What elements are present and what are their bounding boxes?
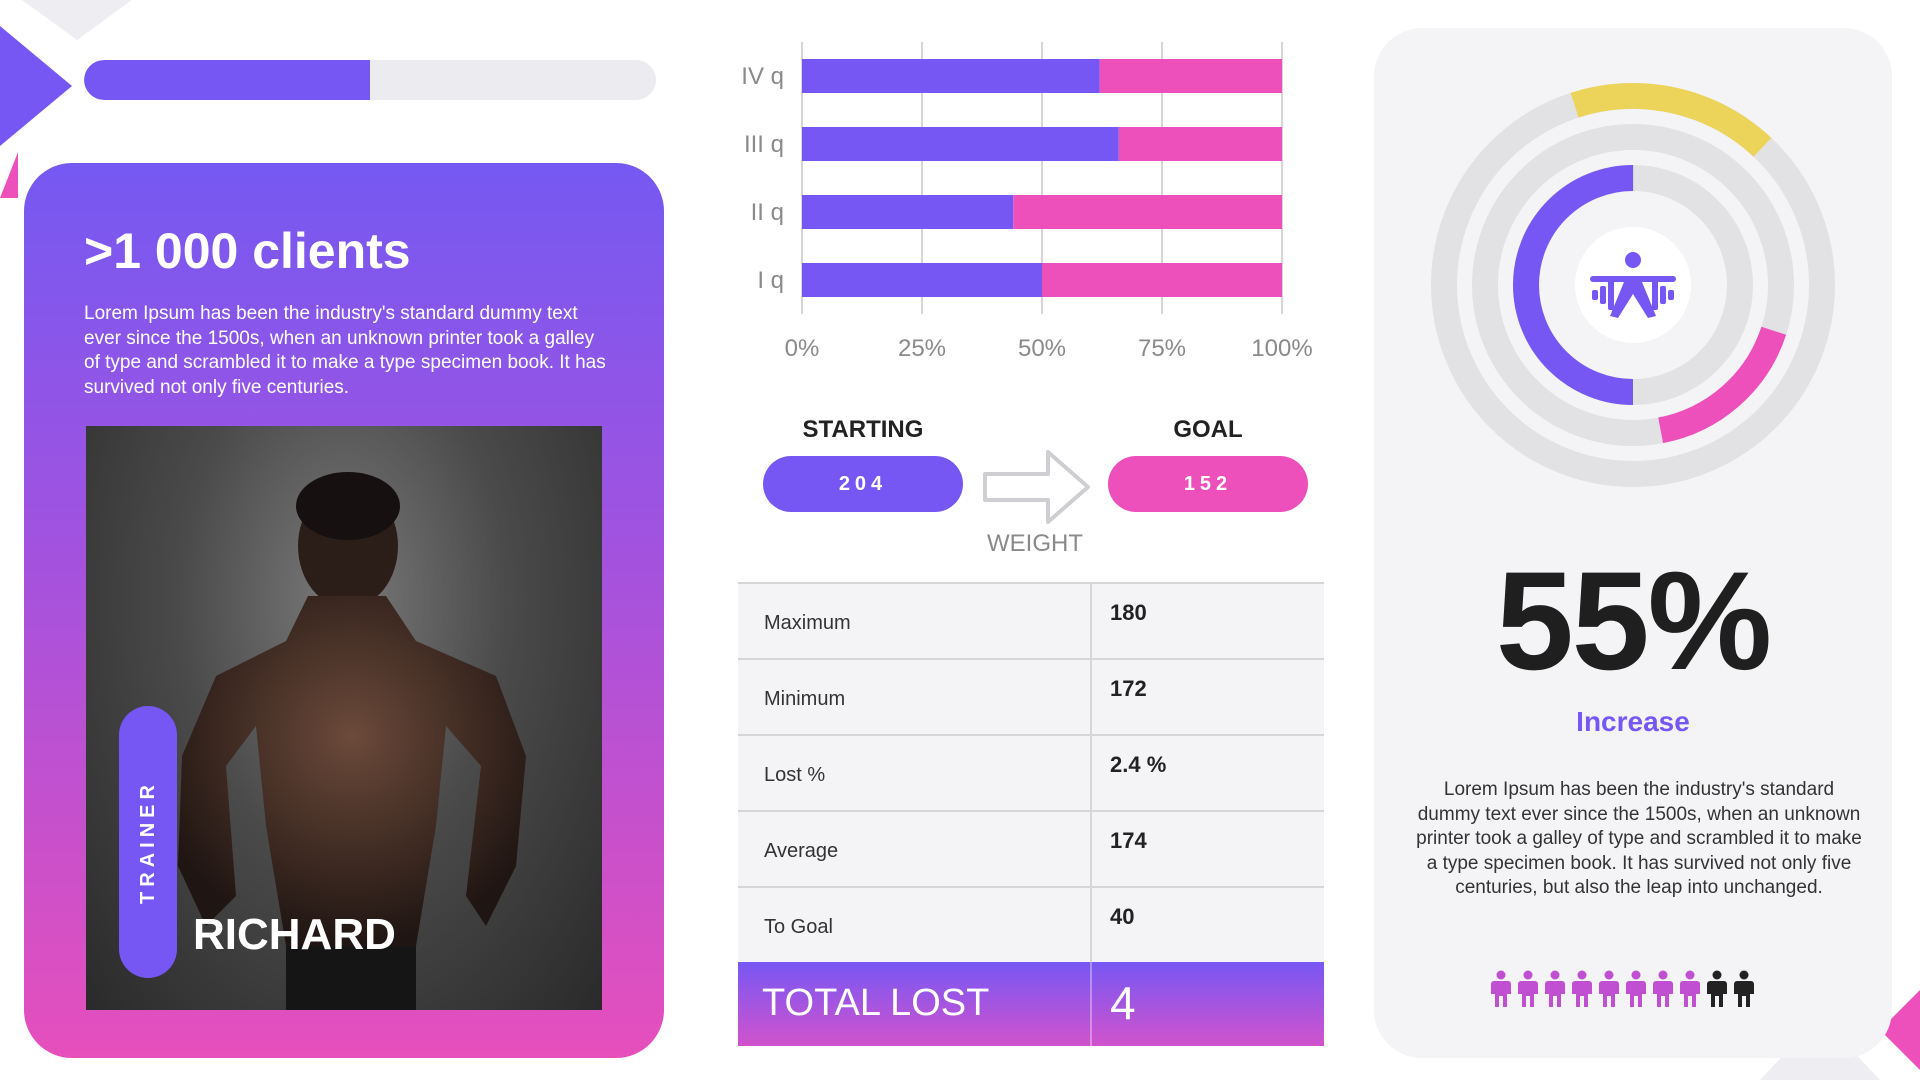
ring-arc-outer — [1431, 82, 1835, 487]
corner-triangle-purple — [0, 26, 72, 146]
row-label: Lost % — [764, 764, 826, 786]
row-label: Maximum — [764, 612, 851, 634]
increase-description: Lorem Ipsum has been the industry's stan… — [1416, 779, 1862, 898]
chart-x-tick-labels: 0% 25% 50% 75% 100% — [785, 335, 1313, 362]
trainer-label: TRAINER — [137, 780, 159, 904]
concentric-ring-chart — [1431, 82, 1835, 487]
goal-label: GOAL — [1173, 416, 1243, 443]
weightlifter-icon — [1590, 252, 1676, 318]
person-icon — [1679, 970, 1701, 1008]
table-row: Average 174 — [738, 810, 1324, 888]
starting-weight-pill: 204 — [763, 456, 963, 512]
weight-label: WEIGHT — [987, 530, 1083, 557]
progress-bar-fill — [84, 60, 370, 100]
y-tick-label: IV q — [741, 63, 784, 90]
table-row: Maximum 180 — [738, 582, 1324, 660]
y-tick-label: II q — [751, 199, 784, 226]
x-tick-label: 50% — [1018, 335, 1066, 362]
trainer-silhouette — [178, 472, 526, 1010]
person-icon — [1706, 970, 1728, 1008]
ring-arc-middle — [1472, 124, 1794, 446]
increase-caption: Increase — [1576, 706, 1690, 737]
person-icon — [1598, 970, 1620, 1008]
chart-bars — [802, 59, 1282, 297]
arrow-right-icon — [983, 450, 1090, 524]
bar-segment — [802, 263, 1042, 297]
table-row: Lost % 2.4 % — [738, 734, 1324, 812]
people-pictogram — [1490, 970, 1760, 1010]
total-lost-row: TOTAL LOST 4 — [738, 962, 1324, 1046]
person-icon — [1625, 970, 1647, 1008]
row-label: Average — [764, 840, 839, 862]
increase-percent: 55% — [1495, 542, 1772, 699]
bar-segment — [802, 195, 1014, 229]
ring-track-middle — [1472, 124, 1794, 446]
bar-segment — [802, 127, 1119, 161]
person-icon — [1652, 970, 1674, 1008]
bar-segment — [1042, 263, 1282, 297]
row-value: 172 — [1110, 676, 1147, 701]
table-row: Minimum 172 — [738, 658, 1324, 736]
table-row: To Goal 40 — [738, 886, 1324, 964]
row-value: 40 — [1110, 904, 1135, 929]
y-tick-label: I q — [757, 267, 784, 294]
person-icon — [1544, 970, 1566, 1008]
starting-label: STARTING — [802, 416, 924, 443]
x-tick-label: 75% — [1138, 335, 1186, 362]
row-label: Minimum — [764, 688, 846, 710]
total-lost-value: 4 — [1110, 977, 1136, 1029]
bar-segment — [1118, 127, 1282, 161]
y-tick-label: III q — [744, 131, 784, 158]
clients-description: Lorem Ipsum has been the industry's stan… — [84, 303, 606, 398]
trainer-badge: TRAINER — [119, 706, 177, 978]
row-label: To Goal — [764, 916, 833, 938]
person-icon — [1490, 970, 1512, 1008]
chart-y-tick-labels: IV q III q II q I q — [741, 63, 784, 294]
total-lost-label: TOTAL LOST — [762, 982, 990, 1024]
person-icon — [1571, 970, 1593, 1008]
corner-triangle-pink-left — [0, 152, 18, 198]
x-tick-label: 0% — [785, 335, 820, 362]
progress-bar — [84, 60, 656, 100]
bar-segment — [1099, 59, 1282, 93]
ring-arc-inner — [1513, 165, 1753, 405]
row-value: 2.4 % — [1110, 752, 1167, 777]
clients-title: >1 000 clients — [84, 223, 411, 279]
trainer-name: RICHARD — [193, 910, 396, 959]
bar-segment — [1013, 195, 1282, 229]
row-value: 180 — [1110, 600, 1147, 625]
goal-weight-pill: 152 — [1108, 456, 1308, 512]
x-tick-label: 25% — [898, 335, 946, 362]
row-value: 174 — [1110, 828, 1147, 853]
quarterly-bar-chart: IV q III q II q I q 0% 25% 50% 75% 100% — [741, 42, 1313, 362]
bar-segment — [802, 59, 1100, 93]
person-icon — [1733, 970, 1755, 1008]
person-icon — [1517, 970, 1539, 1008]
x-tick-label: 100% — [1251, 335, 1312, 362]
